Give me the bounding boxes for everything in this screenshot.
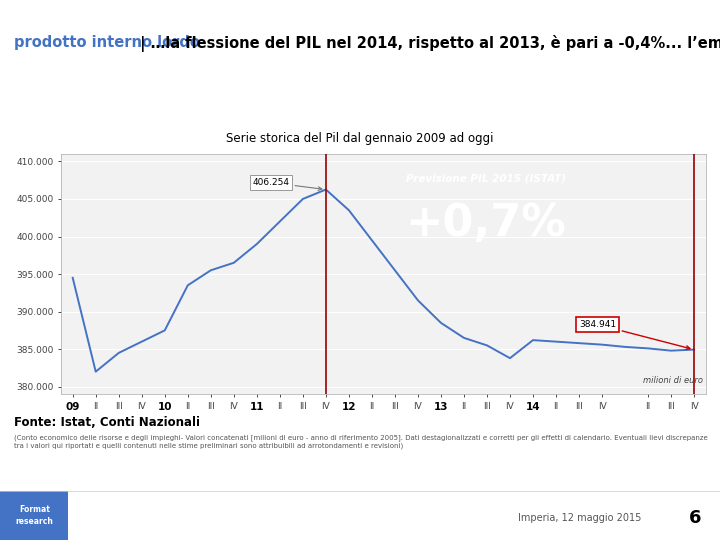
Text: Serie storica del Pil dal gennaio 2009 ad oggi: Serie storica del Pil dal gennaio 2009 a… bbox=[226, 132, 494, 145]
Text: Previsione PIL 2015 (ISTAT): Previsione PIL 2015 (ISTAT) bbox=[406, 173, 566, 183]
Text: prodotto interno lordo: prodotto interno lordo bbox=[14, 35, 200, 50]
Text: 384.941: 384.941 bbox=[579, 320, 690, 349]
Text: (Conto economico delle risorse e degli impieghi- Valori concatenati [milioni di : (Conto economico delle risorse e degli i… bbox=[14, 435, 708, 449]
Text: Format
research: Format research bbox=[15, 505, 53, 526]
Text: milioni di euro: milioni di euro bbox=[643, 376, 703, 385]
Bar bbox=[0, 491, 68, 540]
Text: Fonte: Istat, Conti Nazionali: Fonte: Istat, Conti Nazionali bbox=[14, 416, 200, 429]
Text: 406.254: 406.254 bbox=[252, 178, 322, 191]
Text: +0,7%: +0,7% bbox=[405, 202, 567, 245]
Text: 6: 6 bbox=[688, 509, 701, 527]
Text: Imperia, 12 maggio 2015: Imperia, 12 maggio 2015 bbox=[518, 513, 642, 523]
Text: ECONOMIA ITALIANA: ECONOMIA ITALIANA bbox=[608, 10, 713, 19]
Text: | …la flessione del PIL nel 2014, rispetto al 2013, è pari a -0,4%... l’emorragi: | …la flessione del PIL nel 2014, rispet… bbox=[135, 35, 720, 52]
